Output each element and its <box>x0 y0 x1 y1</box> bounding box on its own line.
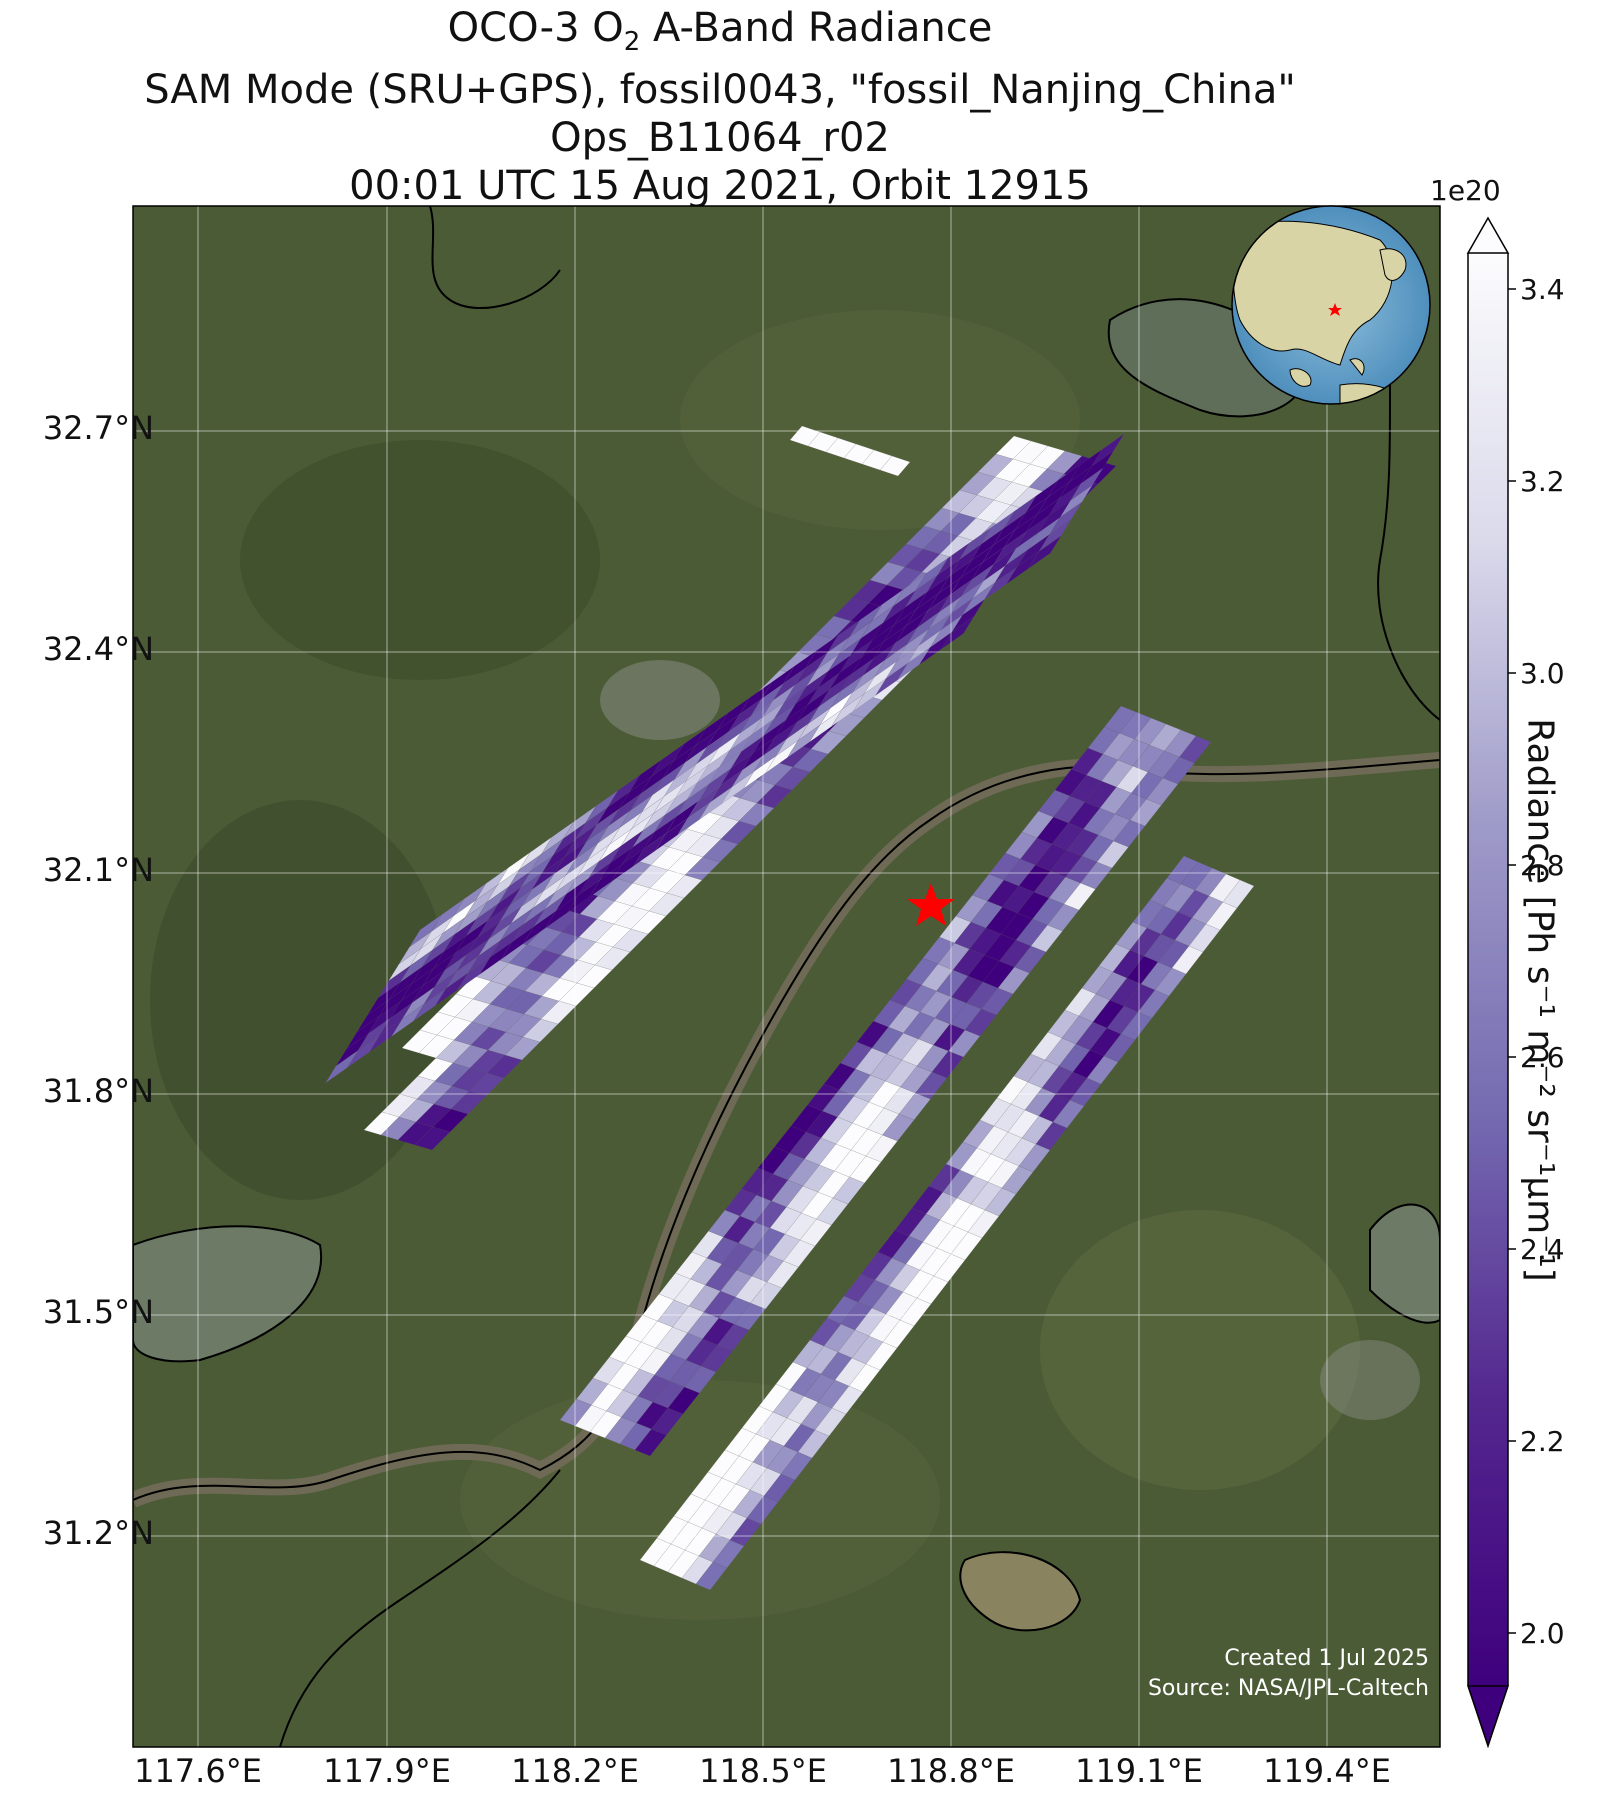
lat-label-32-1: 32.1°N <box>42 851 154 889</box>
globe-asia-landmass <box>1232 220 1393 366</box>
globe-target-star-icon <box>1328 303 1342 316</box>
colorbar-extend-max <box>1466 216 1510 254</box>
globe-inset <box>1231 205 1431 405</box>
lake-chao <box>133 1225 323 1363</box>
colorbar <box>1466 216 1516 1749</box>
sounding-footprint <box>1028 535 1062 569</box>
cb-tick-2-6: 2.6 <box>1520 1041 1565 1074</box>
lon-label-118-2: 118.2°E <box>511 1752 639 1790</box>
lon-label-117-6: 117.6°E <box>134 1752 262 1790</box>
sounding-swaths <box>325 425 1255 1591</box>
lon-label-118-5: 118.5°E <box>699 1752 827 1790</box>
map-title: OCO-3 O2 A-Band Radiance SAM Mode (SRU+G… <box>0 4 1440 210</box>
title-line-4: 00:01 UTC 15 Aug 2021, Orbit 12915 <box>349 163 1091 209</box>
basemap <box>133 206 1440 1747</box>
colorbar-extend-min <box>1466 1685 1510 1749</box>
lon-label-119-1: 119.1°E <box>1075 1752 1203 1790</box>
lon-label-119-4: 119.4°E <box>1263 1752 1391 1790</box>
cb-tick-3-2: 3.2 <box>1520 465 1565 498</box>
cb-tick-2-4: 2.4 <box>1520 1233 1565 1266</box>
sounding-footprint <box>1222 879 1255 909</box>
lon-label-118-8: 118.8°E <box>887 1752 1015 1790</box>
lat-label-32-7: 32.7°N <box>42 409 154 447</box>
gridlines <box>133 206 1440 1747</box>
river-north <box>429 206 561 309</box>
colorbar-label: Radiance [Ph s⁻¹ m⁻² sr⁻¹μm⁻¹] <box>1519 718 1561 1282</box>
target-star-icon <box>907 883 955 926</box>
river-south <box>279 1469 561 1747</box>
colorbar-gradient <box>1468 253 1508 1686</box>
title-line-1: OCO-3 O2 A-Band Radiance <box>447 5 993 57</box>
sounding-footprint <box>1179 735 1212 764</box>
map-frame <box>132 205 1441 1748</box>
lake-shijiu <box>959 1551 1082 1632</box>
cb-tick-2-0: 2.0 <box>1520 1617 1565 1650</box>
sounding-footprint <box>879 455 911 477</box>
lat-label-31-8: 31.8°N <box>42 1072 154 1110</box>
cb-tick-2-8: 2.8 <box>1520 849 1565 882</box>
cb-tick-3-4: 3.4 <box>1520 273 1565 306</box>
lon-label-117-9: 117.9°E <box>323 1752 451 1790</box>
cb-tick-3-0: 3.0 <box>1520 657 1565 690</box>
lat-label-31-5: 31.5°N <box>42 1293 154 1331</box>
lake-gehu <box>1369 1203 1440 1324</box>
colorbar-exponent: 1e20 <box>1430 174 1501 207</box>
credit-source: Source: NASA/JPL-Caltech <box>1147 1676 1429 1701</box>
credit-created: Created 1 Jul 2025 <box>1224 1646 1429 1671</box>
sounding-footprint <box>941 616 975 650</box>
lat-label-32-4: 32.4°N <box>42 630 154 668</box>
lat-label-31-2: 31.2°N <box>42 1514 154 1552</box>
title-line-3: Ops_B11064_r02 <box>550 115 890 161</box>
title-line-2: SAM Mode (SRU+GPS), fossil0043, "fossil_… <box>144 67 1296 113</box>
cb-tick-2-2: 2.2 <box>1520 1425 1565 1458</box>
